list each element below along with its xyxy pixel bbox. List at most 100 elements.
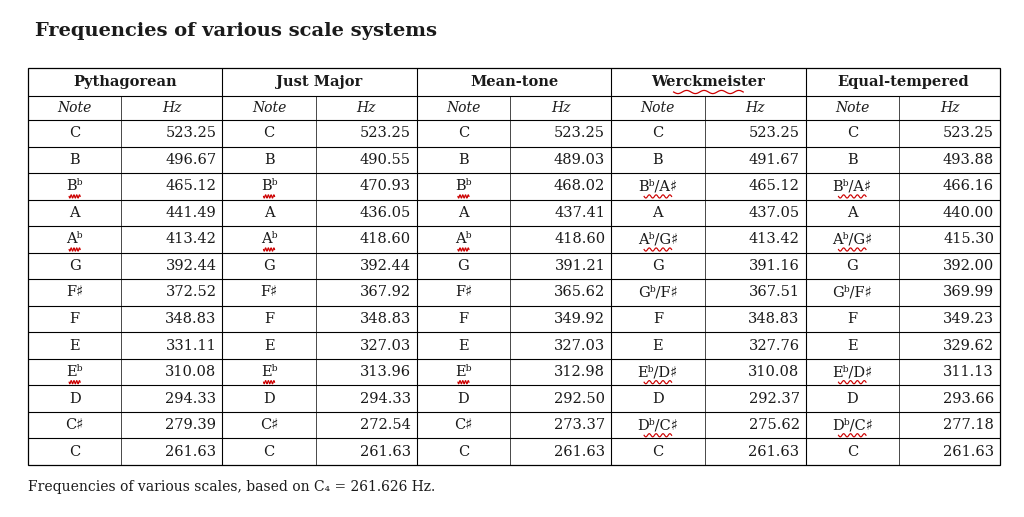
Text: G: G: [263, 259, 274, 273]
Text: C: C: [652, 445, 664, 459]
Text: 418.60: 418.60: [359, 233, 411, 247]
Text: Hz: Hz: [551, 101, 570, 115]
Text: 294.33: 294.33: [359, 392, 411, 406]
Text: C: C: [652, 126, 664, 140]
Text: 392.44: 392.44: [359, 259, 411, 273]
Text: 313.96: 313.96: [359, 365, 411, 379]
Text: Aᵇ: Aᵇ: [67, 233, 83, 247]
Text: D: D: [69, 392, 81, 406]
Text: Note: Note: [835, 101, 869, 115]
Text: 367.51: 367.51: [749, 285, 800, 299]
Text: C: C: [69, 445, 80, 459]
Text: 440.00: 440.00: [943, 206, 994, 220]
Text: B: B: [264, 153, 274, 167]
Text: B: B: [458, 153, 469, 167]
Text: Eᵇ/D♯: Eᵇ/D♯: [638, 365, 678, 379]
Text: Gᵇ/F♯: Gᵇ/F♯: [638, 285, 678, 299]
Text: Frequencies of various scale systems: Frequencies of various scale systems: [35, 22, 437, 40]
Text: Hz: Hz: [162, 101, 181, 115]
Text: F: F: [70, 312, 80, 326]
Text: Bᵇ/A♯: Bᵇ/A♯: [638, 179, 678, 193]
Text: 261.63: 261.63: [943, 445, 994, 459]
Text: F♯: F♯: [260, 285, 278, 299]
Text: C: C: [69, 126, 80, 140]
Text: Eᵇ: Eᵇ: [456, 365, 472, 379]
Text: Bᵇ: Bᵇ: [456, 179, 472, 193]
Text: A: A: [70, 206, 80, 220]
Text: E: E: [847, 339, 857, 353]
Text: Aᵇ/G♯: Aᵇ/G♯: [638, 233, 678, 247]
Text: E: E: [70, 339, 80, 353]
Text: Equal-tempered: Equal-tempered: [837, 75, 969, 89]
Text: E: E: [652, 339, 664, 353]
Text: 392.00: 392.00: [943, 259, 994, 273]
Text: 275.62: 275.62: [749, 418, 800, 432]
Text: Just Major: Just Major: [276, 75, 362, 89]
Text: 468.02: 468.02: [554, 179, 605, 193]
Text: Aᵇ/G♯: Aᵇ/G♯: [833, 233, 872, 247]
Text: Note: Note: [252, 101, 287, 115]
Text: 523.25: 523.25: [943, 126, 994, 140]
Text: 277.18: 277.18: [943, 418, 994, 432]
Text: Dᵇ/C♯: Dᵇ/C♯: [637, 418, 678, 432]
Text: 413.42: 413.42: [749, 233, 800, 247]
Text: F: F: [459, 312, 469, 326]
Text: 523.25: 523.25: [359, 126, 411, 140]
Text: 261.63: 261.63: [554, 445, 605, 459]
Text: 466.16: 466.16: [943, 179, 994, 193]
Text: F: F: [652, 312, 663, 326]
Text: Aᵇ: Aᵇ: [261, 233, 278, 247]
Text: Frequencies of various scales, based on C₄ = 261.626 Hz.: Frequencies of various scales, based on …: [28, 480, 435, 494]
Text: Eᵇ/D♯: Eᵇ/D♯: [833, 365, 872, 379]
Bar: [28, 68, 1000, 465]
Text: 415.30: 415.30: [943, 233, 994, 247]
Text: 367.92: 367.92: [359, 285, 411, 299]
Text: G: G: [652, 259, 664, 273]
Text: 437.41: 437.41: [554, 206, 605, 220]
Text: 327.03: 327.03: [554, 339, 605, 353]
Text: C: C: [847, 445, 858, 459]
Text: Note: Note: [641, 101, 675, 115]
Text: C♯: C♯: [455, 418, 473, 432]
Text: 261.63: 261.63: [165, 445, 216, 459]
Text: C: C: [458, 126, 469, 140]
Text: 523.25: 523.25: [749, 126, 800, 140]
Text: A: A: [652, 206, 664, 220]
Text: 348.83: 348.83: [359, 312, 411, 326]
Text: 329.62: 329.62: [943, 339, 994, 353]
Text: E: E: [458, 339, 469, 353]
Text: A: A: [847, 206, 857, 220]
Text: Bᵇ: Bᵇ: [261, 179, 278, 193]
Text: 310.08: 310.08: [749, 365, 800, 379]
Text: 273.37: 273.37: [554, 418, 605, 432]
Text: Note: Note: [446, 101, 480, 115]
Text: 365.62: 365.62: [554, 285, 605, 299]
Text: 372.52: 372.52: [166, 285, 216, 299]
Text: 312.98: 312.98: [554, 365, 605, 379]
Text: 279.39: 279.39: [166, 418, 216, 432]
Text: 348.83: 348.83: [165, 312, 216, 326]
Text: 493.88: 493.88: [943, 153, 994, 167]
Text: A: A: [264, 206, 274, 220]
Text: E: E: [264, 339, 274, 353]
Text: 523.25: 523.25: [554, 126, 605, 140]
Text: Hz: Hz: [940, 101, 959, 115]
Text: 311.13: 311.13: [943, 365, 994, 379]
Text: C♯: C♯: [260, 418, 279, 432]
Text: Dᵇ/C♯: Dᵇ/C♯: [831, 418, 872, 432]
Text: C♯: C♯: [66, 418, 84, 432]
Text: 491.67: 491.67: [749, 153, 800, 167]
Text: Eᵇ: Eᵇ: [261, 365, 278, 379]
Text: 465.12: 465.12: [166, 179, 216, 193]
Text: C: C: [458, 445, 469, 459]
Text: 327.03: 327.03: [359, 339, 411, 353]
Text: 436.05: 436.05: [359, 206, 411, 220]
Text: 470.93: 470.93: [359, 179, 411, 193]
Text: 391.21: 391.21: [554, 259, 605, 273]
Text: 490.55: 490.55: [359, 153, 411, 167]
Text: C: C: [263, 445, 274, 459]
Text: 293.66: 293.66: [943, 392, 994, 406]
Text: 392.44: 392.44: [166, 259, 216, 273]
Text: 348.83: 348.83: [749, 312, 800, 326]
Text: 292.50: 292.50: [554, 392, 605, 406]
